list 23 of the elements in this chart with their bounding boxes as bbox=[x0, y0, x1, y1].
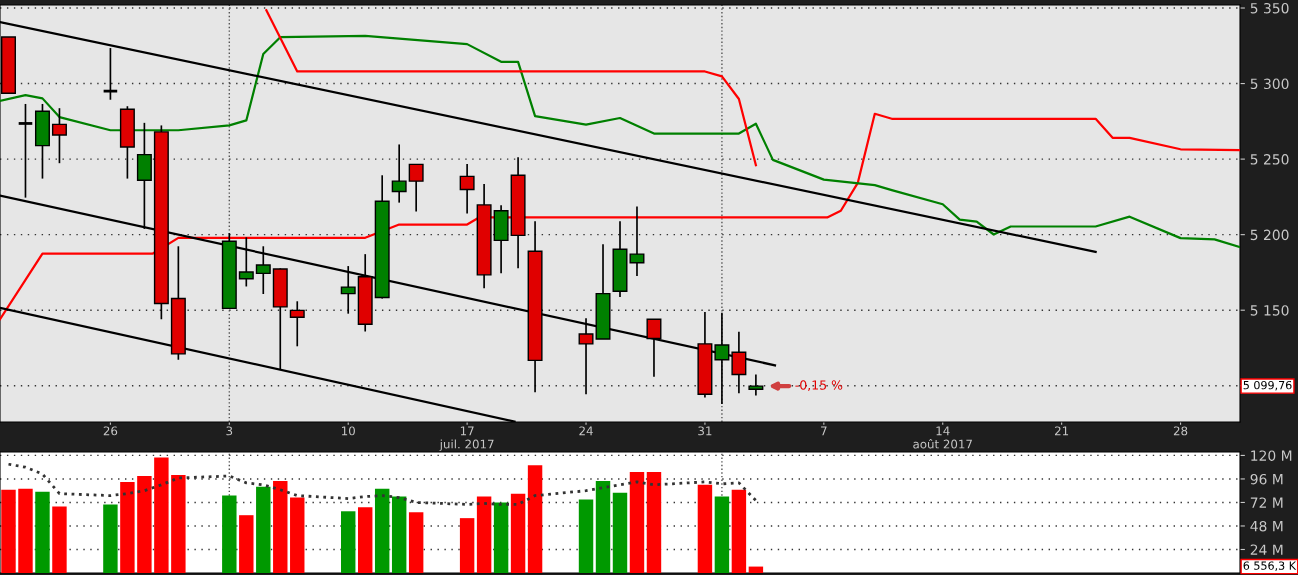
y-tick-label: 5 300 bbox=[1250, 78, 1289, 90]
text: 5 099,76 bbox=[1243, 380, 1292, 391]
y-tick-label: 5 250 bbox=[1250, 154, 1289, 165]
x-tick-label: 28 bbox=[1173, 426, 1188, 436]
y-tick-label: 72 M bbox=[1250, 497, 1283, 508]
annotation: -0,15 % bbox=[795, 380, 843, 391]
x-tick-label: 7 bbox=[821, 426, 827, 436]
x-tick-label: 3 bbox=[226, 426, 233, 436]
x-tick-label: 10 bbox=[342, 426, 355, 436]
y-tick-label: 5 350 bbox=[1250, 2, 1289, 14]
y-tick-label: 48 M bbox=[1250, 520, 1283, 532]
y-tick-label: 5 150 bbox=[1250, 305, 1289, 316]
y-tick-label: 5 200 bbox=[1250, 229, 1289, 241]
x-tick-label: 24 bbox=[579, 426, 593, 436]
x-tick-label: 21 bbox=[1055, 426, 1069, 436]
y-tick-label: 24 M bbox=[1250, 544, 1283, 555]
y-tick-label: 120 M bbox=[1251, 450, 1292, 461]
x-tick-label: 31 bbox=[698, 426, 712, 436]
y-tick-label: 96 M bbox=[1250, 473, 1283, 485]
x-tick-label: 14 août 2017 bbox=[913, 426, 972, 449]
x-tick-label: 26 bbox=[103, 426, 118, 436]
x-tick-label: 17 juil. 2017 bbox=[439, 426, 494, 451]
text: 6 556,3 K bbox=[1243, 561, 1297, 571]
